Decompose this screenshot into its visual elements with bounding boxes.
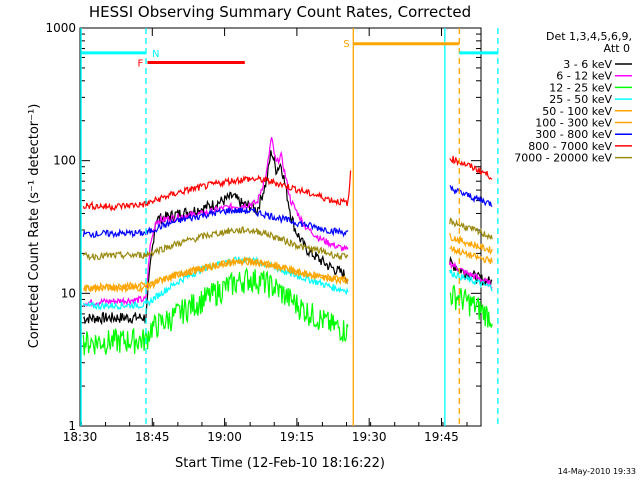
y-axis-label: Corrected Count Rate (s⁻¹ detector⁻¹) [27,104,42,349]
legend-header-attenuator: Att 0 [604,42,630,55]
x-tick-label-4: 19:30 [352,430,387,444]
series-line-6-seg0 [82,206,349,239]
series-line-2-seg0 [82,267,349,356]
series-line-1-seg1 [449,261,493,289]
series-line-4-seg1 [449,232,493,256]
x-tick-label-1: 18:45 [135,430,170,444]
flag-label-F: F [137,58,143,69]
plot-frame [79,27,482,427]
series-group [82,137,493,356]
x-tick-label-2: 19:00 [207,430,242,444]
y-tick-label-3: 1000 [45,21,76,35]
legend-label-5: 100 - 300 keV [535,117,612,130]
x-tick-label-5: 19:45 [424,430,459,444]
series-line-8-seg1 [449,217,493,241]
legend-label-4: 50 - 100 keV [542,105,612,118]
footer-date: 14-May-2010 19:33 [558,467,636,476]
legend-label-7: 800 - 7000 keV [528,140,612,153]
x-tick-label-0: 18:30 [63,430,98,444]
legend-label-2: 12 - 25 keV [549,81,612,94]
y-tick-label-2: 100 [53,154,76,168]
legend-header-detectors: Det 1,3,4,5,6,9, [546,30,632,43]
series-line-1-seg0 [82,137,349,308]
series-line-3-seg1 [449,269,493,292]
y-tick-label-0: 1 [68,419,76,433]
series-line-5-seg0 [83,255,349,293]
x-axis-label: Start Time (12-Feb-10 18:16:22) [175,456,385,471]
x-tick-label-3: 19:15 [280,430,315,444]
series-line-7-seg0 [82,170,352,212]
legend-label-8: 7000 - 20000 keV [514,152,612,165]
flag-label-N: N [152,49,159,60]
series-line-0-seg1 [449,255,493,287]
chart-title: HESSI Observing Summary Count Rates, Cor… [89,3,471,21]
legend-label-0: 3 - 6 keV [563,58,612,71]
y-tick-label-1: 10 [61,286,76,300]
legend-label-1: 6 - 12 keV [556,70,612,83]
flag-label-S: S [343,39,349,50]
legend-label-3: 25 - 50 keV [549,93,612,106]
series-line-2-seg1 [449,284,493,328]
series-line-5-seg1 [449,245,493,265]
legend-label-6: 300 - 800 keV [535,128,612,141]
series-line-8-seg0 [82,226,349,261]
flag-bars: NF S [81,39,498,69]
series-line-6-seg1 [449,185,493,207]
vertical-markers [80,28,499,426]
series-line-7-seg1 [449,155,493,180]
